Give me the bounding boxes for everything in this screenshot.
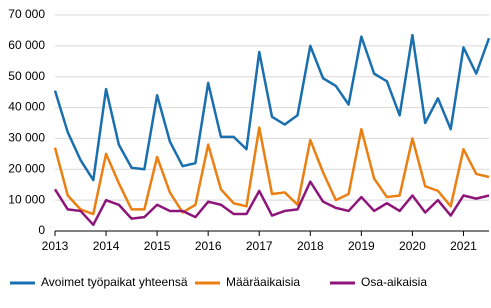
legend-label: Määräaikaisia: [226, 275, 300, 289]
x-tick-label: 2014: [93, 239, 120, 253]
y-tick-label: 30 000: [8, 131, 45, 145]
y-tick-label: 10 000: [8, 192, 45, 206]
x-tick-label: 2018: [297, 239, 324, 253]
x-tick-label: 2021: [450, 239, 477, 253]
series-line: [53, 126, 490, 216]
y-tick-label: 70 000: [8, 7, 45, 21]
x-tick-label: 2016: [195, 239, 222, 253]
x-tick-label: 2019: [348, 239, 375, 253]
y-tick-label: 0: [38, 223, 45, 237]
y-tick-label: 20 000: [8, 161, 45, 175]
y-tick-label: 60 000: [8, 38, 45, 52]
x-tick-label: 2020: [399, 239, 426, 253]
legend-label: Osa-aikaisia: [361, 275, 427, 289]
x-tick-label: 2013: [42, 239, 69, 253]
series-line: [53, 33, 491, 182]
y-tick-label: 40 000: [8, 100, 45, 114]
y-tick-label: 50 000: [8, 69, 45, 83]
legend-label: Avoimet työpaikat yhteensä: [41, 275, 188, 289]
x-tick-label: 2017: [246, 239, 273, 253]
series-line: [53, 180, 490, 227]
x-tick-label: 2015: [144, 239, 171, 253]
